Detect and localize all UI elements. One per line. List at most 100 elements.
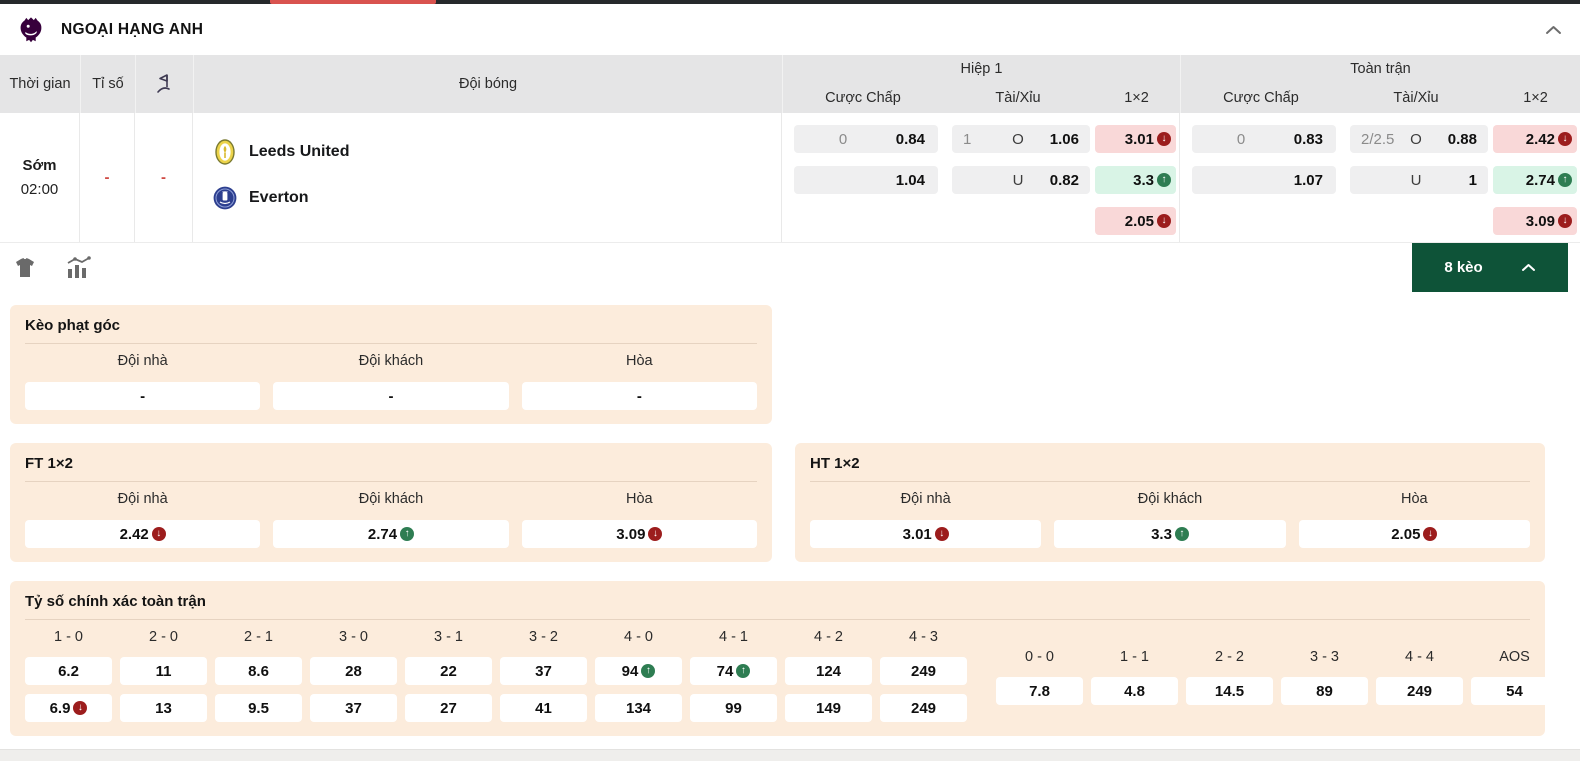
match-score-placeholder: - [80,113,135,242]
score-odds[interactable]: 27 [405,694,492,722]
half1-1x2-away[interactable]: 3.3 [1095,166,1176,194]
ht-home-odds[interactable]: 3.01 [810,520,1042,548]
score-odds[interactable]: 134 [595,694,682,722]
league-header: NGOẠI HẠNG ANH [0,4,1580,55]
full-1x2-home[interactable]: 2.42 [1493,125,1577,153]
trend-up-icon [641,664,656,678]
full-handicap-row2-odds: 1.07 [1293,171,1323,189]
trend-down-icon [151,527,166,541]
full-over-label: O [1410,130,1422,148]
ht-section-title: HT 1×2 [810,455,860,472]
score-col-0-0: 0 - 0 7.8 [996,649,1083,722]
score-odds[interactable]: 22 [405,657,492,685]
score-col-4-2: 4 - 2 124 149 [785,629,872,722]
half1-odds-group: 0 0.84 1.04 1 O 1.06 U 0.82 3.01 [782,113,1180,242]
full-under-cell[interactable]: U 1 [1350,166,1488,194]
header-full-over-under: Tài/Xỉu [1393,89,1439,106]
away-team-name: Everton [249,189,309,206]
score-odds[interactable]: 74 [690,657,777,685]
leeds-united-badge-icon [212,139,238,165]
full-handicap-row2[interactable]: 1.07 [1192,166,1336,194]
full-1x2-away[interactable]: 2.74 [1493,166,1577,194]
ft-home-odds[interactable]: 2.42 [25,520,261,548]
half1-under-cell[interactable]: U 0.82 [952,166,1090,194]
score-odds[interactable]: 14.5 [1186,677,1273,705]
top-accent-segment [270,0,436,4]
half1-1x2-draw[interactable]: 2.05 [1095,207,1176,235]
score-odds[interactable]: 124 [785,657,872,685]
bet-count-collapse-button[interactable]: 8 kèo [1412,243,1568,292]
score-odds[interactable]: 41 [500,694,587,722]
match-teams-cell[interactable]: Leeds United Everton [193,113,782,242]
trend-down-icon [1157,214,1171,228]
chevron-up-icon [1521,264,1535,271]
league-collapse-chevron-up-icon[interactable] [1545,25,1562,35]
score-odds[interactable]: 249 [880,657,967,685]
header-group-half1: Hiệp 1 Cược Chấp Tài/Xỉu 1×2 [782,55,1180,113]
score-odds[interactable]: 6.9 [25,694,112,722]
score-col-2-0: 2 - 0 11 13 [120,629,207,722]
full-handicap-row1[interactable]: 0 0.83 [1192,125,1336,153]
trend-down-icon [1558,132,1572,146]
trend-down-icon [1423,527,1438,541]
divider [25,619,1530,620]
home-team-line: Leeds United [212,139,781,165]
divider [810,481,1530,482]
score-odds[interactable]: 54 [1471,677,1558,705]
league-title: NGOẠI HẠNG ANH [61,20,204,38]
jersey-icon[interactable] [13,257,37,279]
header-group-full-match: Toàn trận Cược Chấp Tài/Xỉu 1×2 [1180,55,1580,113]
corner-flag-icon [135,55,193,113]
score-odds[interactable]: 28 [310,657,397,685]
ht-home-header: Đội nhà [900,491,951,507]
away-team-line: Everton [212,185,781,211]
full-1x2-draw[interactable]: 3.09 [1493,207,1577,235]
score-odds[interactable]: 7.8 [996,677,1083,705]
score-col-3-0: 3 - 0 28 37 [310,629,397,722]
full-over-cell[interactable]: 2/2.5 O 0.88 [1350,125,1488,153]
corner-odds-section: Kèo phạt góc Đội nhà - Đội khách - Hòa - [10,305,772,424]
score-odds[interactable]: 94 [595,657,682,685]
score-odds[interactable]: 11 [120,657,207,685]
half1-over-odds: 1.06 [1049,130,1079,148]
score-odds[interactable]: 13 [120,694,207,722]
half1-handicap-row2-odds: 1.04 [895,171,925,189]
score-odds[interactable]: 89 [1281,677,1368,705]
score-col-3-1: 3 - 1 22 27 [405,629,492,722]
statistics-chart-icon[interactable] [64,256,92,280]
corner-section-title: Kèo phạt góc [25,317,121,334]
header-score: Tỉ số [80,55,135,113]
score-odds[interactable]: 6.2 [25,657,112,685]
score-odds[interactable]: 99 [690,694,777,722]
ft-draw-header: Hòa [626,491,653,507]
score-odds[interactable]: 249 [1376,677,1463,705]
half1-under-label: U [1012,171,1024,189]
score-odds[interactable]: 249 [880,694,967,722]
ht-draw-odds[interactable]: 2.05 [1298,520,1530,548]
score-odds[interactable]: 9.5 [215,694,302,722]
corner-draw-header: Hòa [626,353,653,369]
score-odds[interactable]: 37 [500,657,587,685]
score-odds[interactable]: 8.6 [215,657,302,685]
ft-home-header: Đội nhà [117,491,168,507]
score-odds[interactable]: 37 [310,694,397,722]
half1-handicap-row1[interactable]: 0 0.84 [794,125,938,153]
score-col-1-1: 1 - 1 4.8 [1091,649,1178,722]
half1-over-cell[interactable]: 1 O 1.06 [952,125,1090,153]
full-handicap-row1-line: 0 [1236,130,1246,148]
half1-1x2-home[interactable]: 3.01 [1095,125,1176,153]
score-odds[interactable]: 4.8 [1091,677,1178,705]
top-hairline [0,0,1580,4]
score-odds[interactable]: 149 [785,694,872,722]
ft-draw-odds[interactable]: 3.09 [521,520,757,548]
divider [25,481,757,482]
ft-away-odds[interactable]: 2.74 [273,520,509,548]
ht-away-odds[interactable]: 3.3 [1054,520,1286,548]
trend-up-icon [1174,527,1189,541]
correct-score-section: Tỷ số chính xác toàn trận 1 - 0 6.2 6.9 … [10,581,1558,736]
next-section-edge [0,749,1580,761]
half1-handicap-row2[interactable]: 1.04 [794,166,938,194]
header-full-1x2: 1×2 [1523,89,1548,106]
score-col-4-1: 4 - 1 74 99 [690,629,777,722]
trend-down-icon [934,527,949,541]
